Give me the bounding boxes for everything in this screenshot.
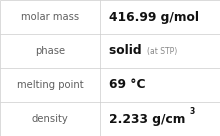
Text: (at STP): (at STP) <box>147 47 178 56</box>
Text: molar mass: molar mass <box>21 12 79 22</box>
Text: 2.233 g/cm: 2.233 g/cm <box>109 112 185 126</box>
Text: density: density <box>32 114 68 124</box>
Text: 3: 3 <box>189 107 194 116</box>
Text: solid: solid <box>109 44 150 58</box>
Text: phase: phase <box>35 46 65 56</box>
Text: 69 °C: 69 °C <box>109 78 145 92</box>
Text: melting point: melting point <box>17 80 83 90</box>
Text: 416.99 g/mol: 416.99 g/mol <box>109 10 199 24</box>
